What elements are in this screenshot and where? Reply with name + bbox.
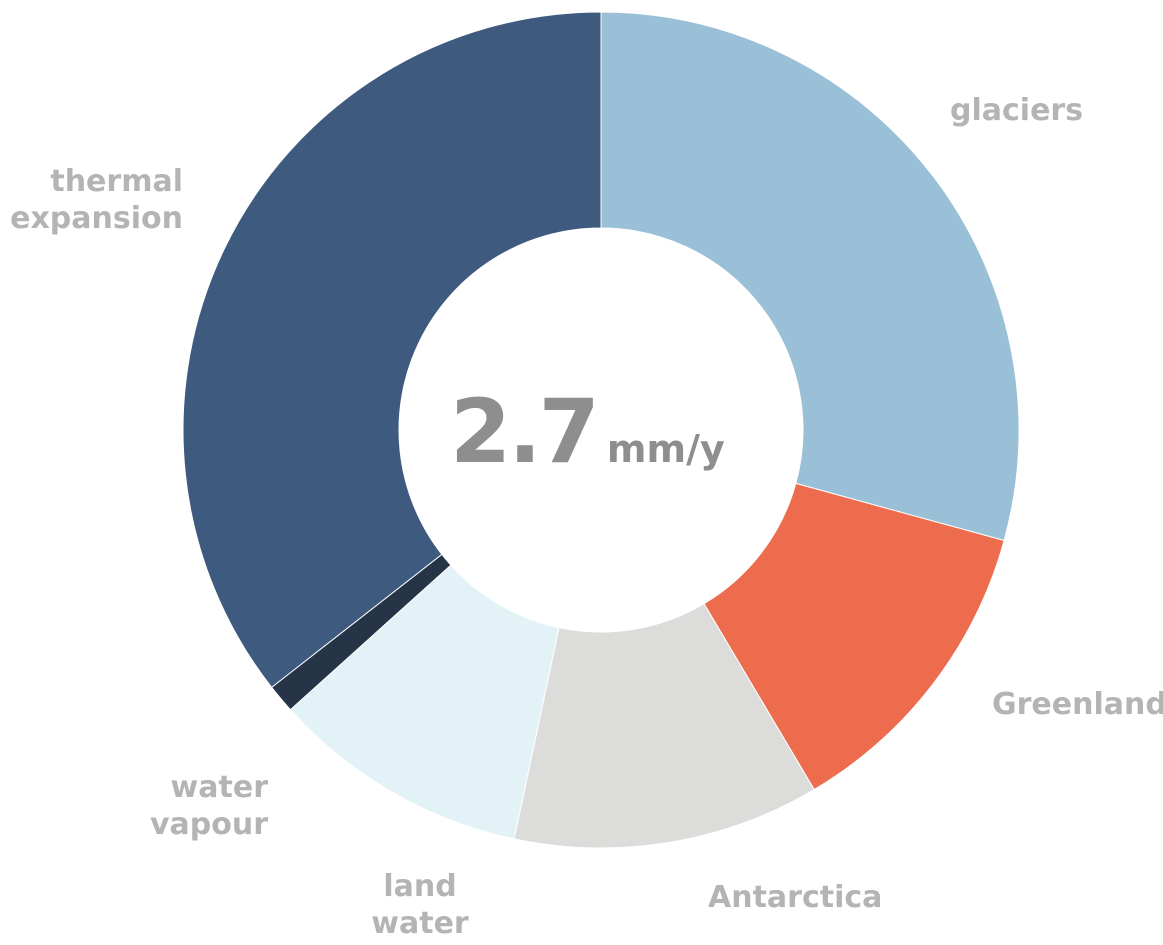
slice-glaciers [600, 11, 1020, 542]
slice-thermal-expansion [182, 11, 602, 689]
label-antarctica: Antarctica [708, 880, 883, 915]
label-greenland: Greenland [992, 687, 1163, 722]
center-value: 2.7 [450, 380, 600, 483]
center-unit: mm/y [606, 427, 725, 471]
slice-land-water [289, 564, 560, 840]
label-water-vapour: water vapour [149, 770, 268, 842]
slice-greenland [703, 482, 1005, 791]
label-thermal-expansion: thermal expansion [10, 164, 183, 236]
label-glaciers: glaciers [950, 93, 1084, 128]
slice-antarctica [513, 603, 815, 849]
label-land-water: land water [371, 869, 469, 941]
center-total: 2.7 mm/y [450, 380, 750, 483]
